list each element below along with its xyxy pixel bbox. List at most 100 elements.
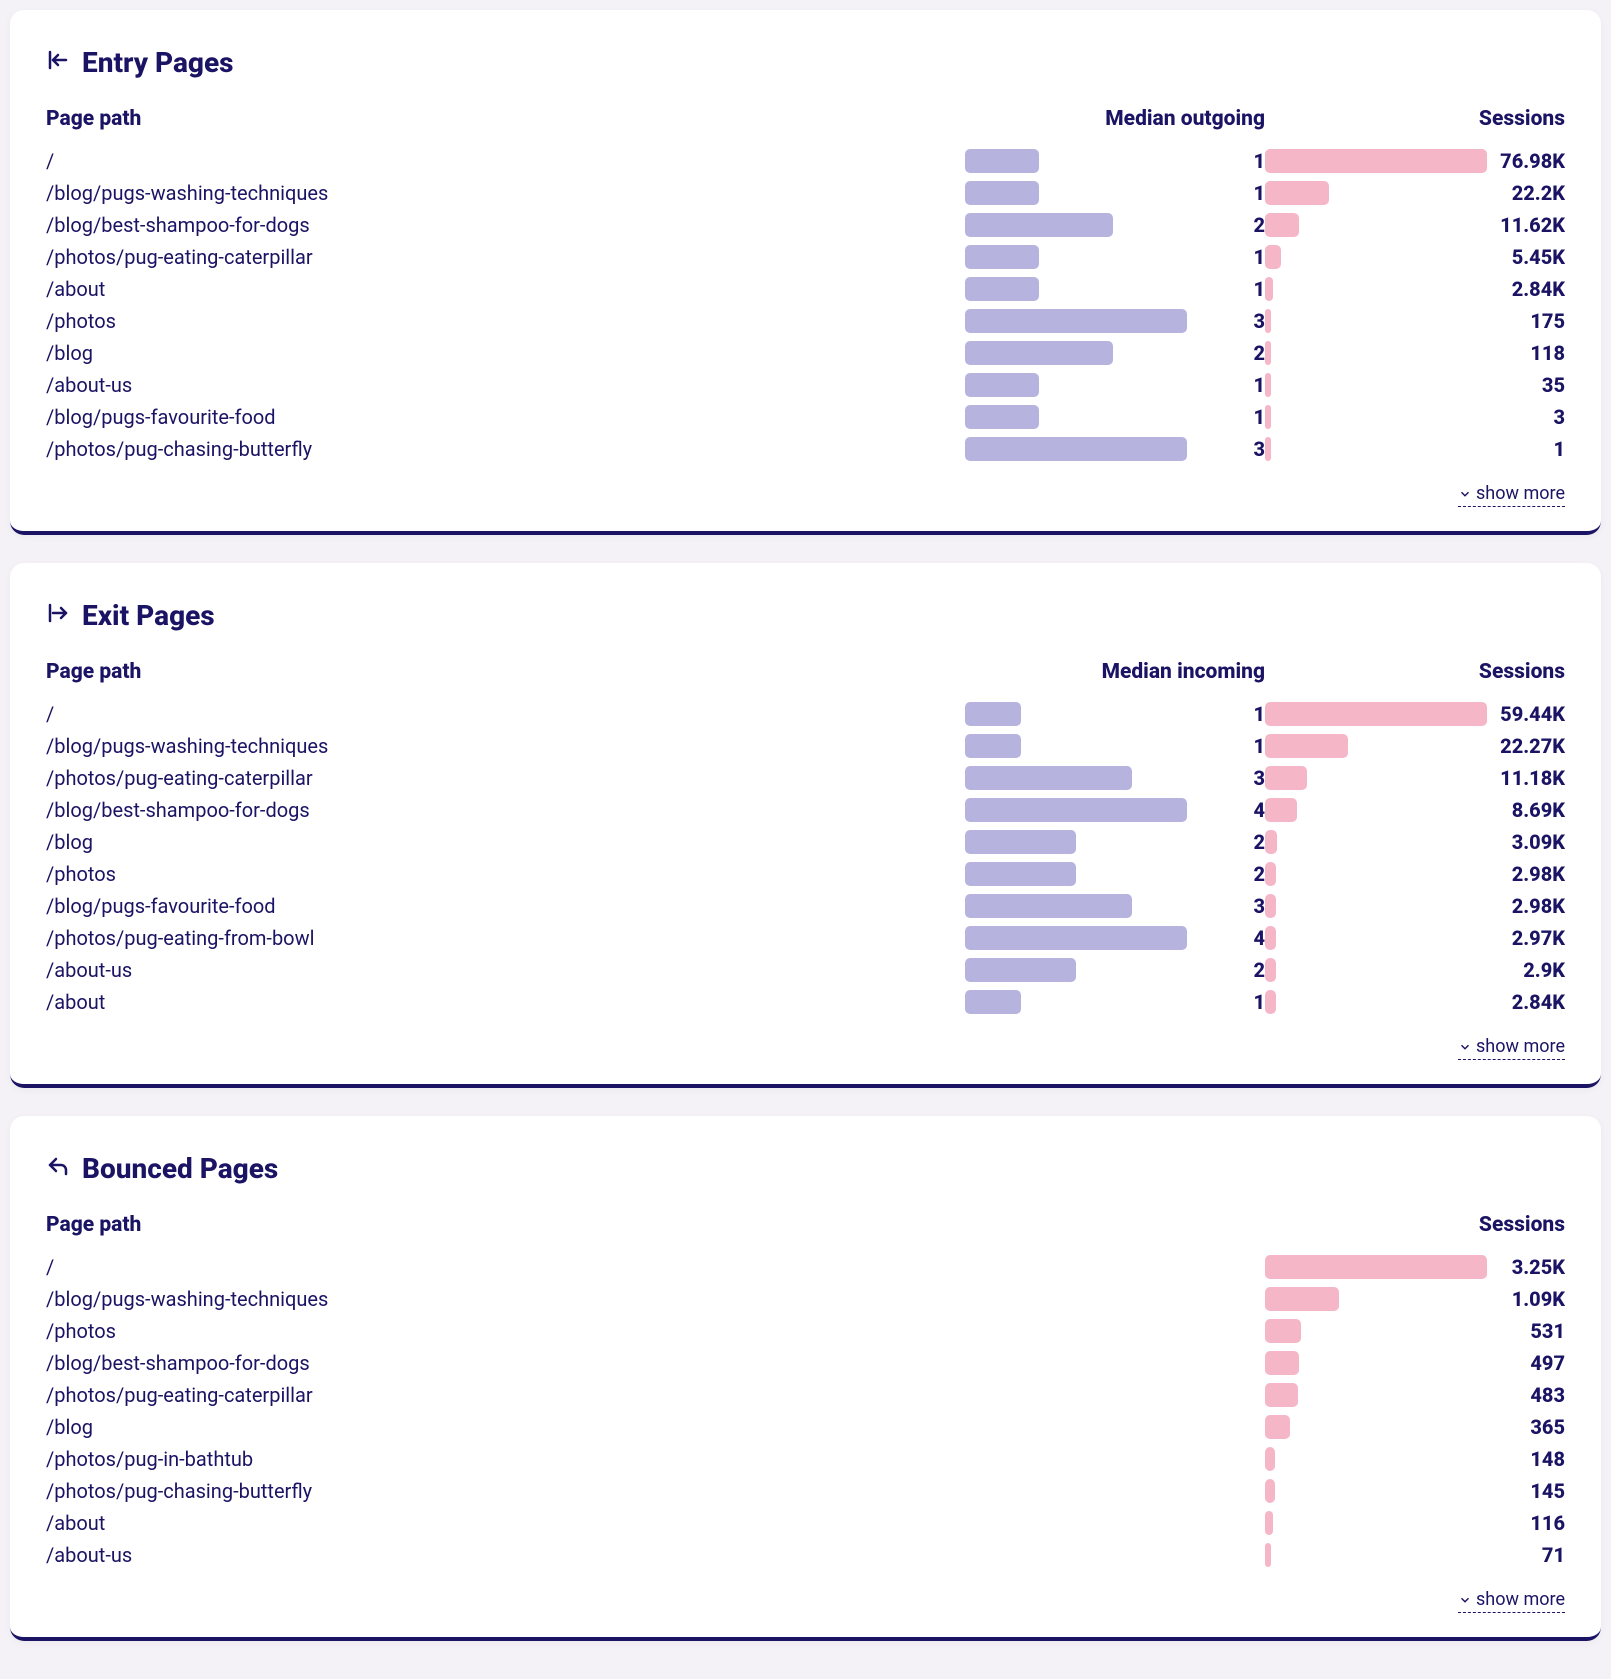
sessions-value: 11.62K xyxy=(1487,213,1565,237)
sessions-cell: 11.62K xyxy=(1265,213,1565,237)
table-row: /blog/pugs-washing-techniques1.09K xyxy=(46,1283,1565,1315)
sessions-bar xyxy=(1265,1287,1339,1311)
page-path[interactable]: /photos/pug-eating-caterpillar xyxy=(46,766,965,790)
page-path[interactable]: /photos xyxy=(46,309,965,333)
page-path[interactable]: /blog xyxy=(46,830,965,854)
sessions-cell: 497 xyxy=(1265,1351,1565,1375)
page-path[interactable]: /about-us xyxy=(46,1543,1265,1567)
sessions-bar xyxy=(1265,862,1276,886)
sessions-bar xyxy=(1265,926,1276,950)
table-row: /blog/pugs-washing-techniques122.27K xyxy=(46,730,1565,762)
page-path[interactable]: /photos/pug-chasing-butterfly xyxy=(46,1479,1265,1503)
page-path[interactable]: /about-us xyxy=(46,958,965,982)
sessions-cell: 3.25K xyxy=(1265,1255,1565,1279)
page-path[interactable]: /photos/pug-chasing-butterfly xyxy=(46,437,965,461)
median-value: 1 xyxy=(1187,277,1265,301)
page-path[interactable]: / xyxy=(46,1255,1265,1279)
sessions-value: 22.2K xyxy=(1487,181,1565,205)
page-path[interactable]: /blog/pugs-favourite-food xyxy=(46,405,965,429)
sessions-cell: 1.09K xyxy=(1265,1287,1565,1311)
show-more-link[interactable]: show more xyxy=(1458,1589,1565,1613)
sessions-cell: 2.84K xyxy=(1265,990,1565,1014)
page-path[interactable]: /about xyxy=(46,277,965,301)
page-path[interactable]: /blog/pugs-washing-techniques xyxy=(46,181,965,205)
sessions-bar xyxy=(1265,373,1271,397)
table-row: /blog/pugs-favourite-food32.98K xyxy=(46,890,1565,922)
exit-pages-panel: Exit Pages Page path Median incoming Ses… xyxy=(10,563,1601,1088)
median-bar xyxy=(965,894,1132,918)
page-path[interactable]: /photos xyxy=(46,1319,1265,1343)
sessions-value: 3 xyxy=(1487,405,1565,429)
sessions-bar xyxy=(1265,1511,1273,1535)
col-header-median: Median incoming xyxy=(965,660,1265,684)
page-path[interactable]: /blog/best-shampoo-for-dogs xyxy=(46,798,965,822)
show-more-label: show more xyxy=(1476,1036,1565,1057)
page-path[interactable]: /photos/pug-eating-caterpillar xyxy=(46,1383,1265,1407)
median-cell: 1 xyxy=(965,702,1265,726)
show-more: show more xyxy=(46,1036,1565,1060)
show-more: show more xyxy=(46,483,1565,507)
table-row: /photos/pug-chasing-butterfly145 xyxy=(46,1475,1565,1507)
exit-rows: /159.44K/blog/pugs-washing-techniques122… xyxy=(46,698,1565,1018)
page-path[interactable]: /about xyxy=(46,1511,1265,1535)
median-value: 1 xyxy=(1187,990,1265,1014)
table-row: /photos/pug-eating-caterpillar483 xyxy=(46,1379,1565,1411)
bounced-rows: /3.25K/blog/pugs-washing-techniques1.09K… xyxy=(46,1251,1565,1571)
median-cell: 3 xyxy=(965,309,1265,333)
table-row: /blog2118 xyxy=(46,337,1565,369)
page-path[interactable]: /about-us xyxy=(46,373,965,397)
panel-title-text: Exit Pages xyxy=(82,599,215,632)
page-path[interactable]: / xyxy=(46,702,965,726)
page-path[interactable]: / xyxy=(46,149,965,173)
sessions-bar xyxy=(1265,213,1299,237)
col-header-median: Median outgoing xyxy=(965,107,1265,131)
page-path[interactable]: /photos xyxy=(46,862,965,886)
page-path[interactable]: /blog xyxy=(46,1415,1265,1439)
table-row: /blog365 xyxy=(46,1411,1565,1443)
sessions-bar xyxy=(1265,1479,1275,1503)
sessions-value: 116 xyxy=(1487,1511,1565,1535)
col-header-path: Page path xyxy=(46,1213,1265,1237)
sessions-value: 2.98K xyxy=(1487,862,1565,886)
sessions-value: 71 xyxy=(1487,1543,1565,1567)
sessions-value: 3.09K xyxy=(1487,830,1565,854)
page-path[interactable]: /blog/best-shampoo-for-dogs xyxy=(46,213,965,237)
show-more-link[interactable]: show more xyxy=(1458,483,1565,507)
sessions-value: 2.97K xyxy=(1487,926,1565,950)
page-path[interactable]: /about xyxy=(46,990,965,1014)
page-path[interactable]: /blog xyxy=(46,341,965,365)
sessions-bar xyxy=(1265,181,1329,205)
median-value: 2 xyxy=(1187,958,1265,982)
page-path[interactable]: /blog/pugs-favourite-food xyxy=(46,894,965,918)
page-path[interactable]: /blog/best-shampoo-for-dogs xyxy=(46,1351,1265,1375)
page-path[interactable]: /photos/pug-eating-from-bowl xyxy=(46,926,965,950)
page-path[interactable]: /photos/pug-eating-caterpillar xyxy=(46,245,965,269)
show-more-label: show more xyxy=(1476,483,1565,504)
median-bar xyxy=(965,734,1021,758)
bounced-pages-panel: Bounced Pages Page path Sessions /3.25K/… xyxy=(10,1116,1601,1641)
page-path[interactable]: /photos/pug-in-bathtub xyxy=(46,1447,1265,1471)
column-headers: Page path Median incoming Sessions xyxy=(46,660,1565,684)
sessions-cell: 22.27K xyxy=(1265,734,1565,758)
median-cell: 1 xyxy=(965,405,1265,429)
col-header-sessions: Sessions xyxy=(1265,1213,1565,1237)
page-path[interactable]: /blog/pugs-washing-techniques xyxy=(46,734,965,758)
column-headers: Page path Median outgoing Sessions xyxy=(46,107,1565,131)
median-value: 1 xyxy=(1187,149,1265,173)
sessions-value: 2.9K xyxy=(1487,958,1565,982)
table-row: /photos3175 xyxy=(46,305,1565,337)
sessions-cell: 148 xyxy=(1265,1447,1565,1471)
median-value: 3 xyxy=(1187,766,1265,790)
panel-title-text: Bounced Pages xyxy=(82,1152,278,1185)
table-row: /about-us135 xyxy=(46,369,1565,401)
sessions-bar xyxy=(1265,894,1276,918)
median-bar xyxy=(965,405,1039,429)
page-path[interactable]: /blog/pugs-washing-techniques xyxy=(46,1287,1265,1311)
panel-title-text: Entry Pages xyxy=(82,46,234,79)
table-row: /photos531 xyxy=(46,1315,1565,1347)
sessions-bar xyxy=(1265,405,1271,429)
sessions-cell: 22.2K xyxy=(1265,181,1565,205)
median-cell: 1 xyxy=(965,990,1265,1014)
show-more-link[interactable]: show more xyxy=(1458,1036,1565,1060)
sessions-value: 76.98K xyxy=(1487,149,1565,173)
